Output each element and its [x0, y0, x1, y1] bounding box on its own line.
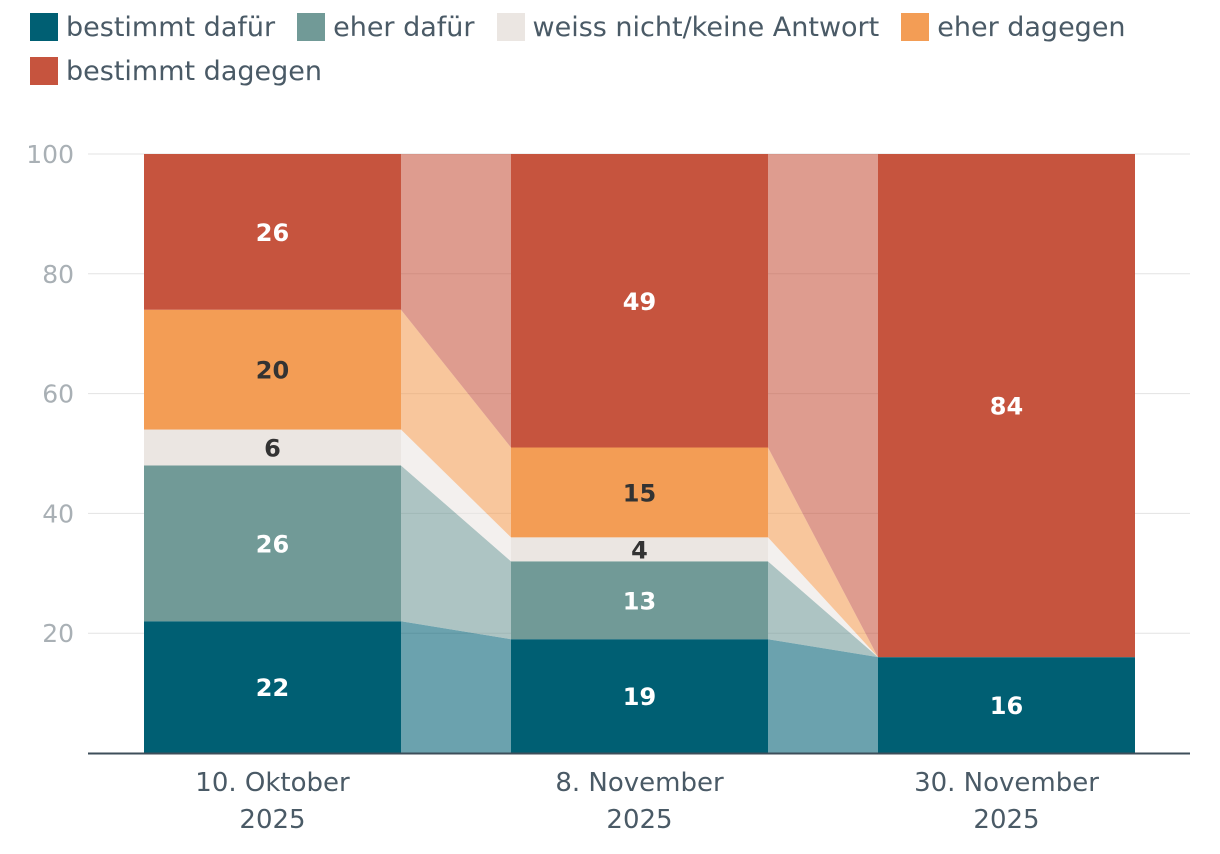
- x-category-label: 30. November: [914, 768, 1099, 798]
- data-label: 22: [256, 674, 289, 702]
- bar-segment[interactable]: [511, 561, 768, 640]
- data-label: 6: [264, 435, 281, 463]
- bar-segment[interactable]: [144, 621, 401, 753]
- data-label: 16: [990, 692, 1023, 720]
- y-tick-label: 20: [42, 619, 74, 648]
- x-category-label: 8. November: [555, 768, 724, 798]
- connector-band: [768, 639, 878, 753]
- bar-segment[interactable]: [144, 465, 401, 622]
- connector-band: [768, 154, 878, 658]
- data-label: 26: [256, 219, 289, 247]
- legend-swatch: [901, 13, 930, 41]
- data-label: 84: [990, 393, 1023, 421]
- data-label: 49: [623, 288, 656, 316]
- bar-segment[interactable]: [511, 447, 768, 538]
- x-category-label: 2025: [239, 805, 305, 835]
- bar-segment[interactable]: [144, 429, 401, 466]
- legend-item[interactable]: bestimmt dafür: [30, 10, 275, 44]
- legend-label: bestimmt dagegen: [66, 55, 322, 87]
- y-tick-label: 60: [42, 380, 74, 409]
- connector-band: [401, 154, 511, 448]
- bar-segment[interactable]: [144, 309, 401, 430]
- y-tick-label: 100: [26, 140, 74, 169]
- legend-label: weiss nicht/keine Antwort: [532, 11, 880, 43]
- bar-segment[interactable]: [511, 639, 768, 753]
- bar-segment[interactable]: [878, 154, 1135, 658]
- x-category-label: 10. Oktober: [195, 768, 350, 798]
- legend-label: eher dagegen: [937, 11, 1126, 43]
- data-label: 15: [623, 479, 656, 507]
- connector-band: [401, 465, 511, 640]
- connector-band: [768, 537, 878, 658]
- y-tick-label: 80: [42, 260, 74, 289]
- legend-swatch: [30, 13, 58, 41]
- bar-segment[interactable]: [511, 154, 768, 448]
- connector-band: [768, 447, 878, 658]
- legend-item[interactable]: eher dagegen: [901, 10, 1126, 44]
- legend-item[interactable]: eher dafür: [297, 10, 475, 44]
- x-category-label: 2025: [973, 805, 1039, 835]
- bar-segment[interactable]: [511, 537, 768, 562]
- legend-swatch: [496, 13, 525, 41]
- connector-band: [401, 621, 511, 753]
- legend-label: bestimmt dafür: [66, 11, 276, 43]
- legend-swatch: [30, 57, 58, 85]
- connector-band: [401, 309, 511, 538]
- legend-item[interactable]: weiss nicht/keine Antwort: [496, 10, 880, 44]
- x-category-label: 2025: [606, 805, 672, 835]
- legend: bestimmt dafür eher dafür weiss nicht/kein…: [30, 10, 1200, 88]
- bar-segment[interactable]: [144, 154, 401, 310]
- legend-item[interactable]: bestimmt dagegen: [30, 54, 322, 88]
- legend-label: eher dafür: [333, 11, 475, 43]
- data-label: 19: [623, 683, 656, 711]
- connector-band: [401, 429, 511, 562]
- data-label: 26: [256, 530, 289, 558]
- y-tick-label: 40: [42, 499, 74, 528]
- legend-swatch: [297, 13, 326, 41]
- data-label: 13: [623, 587, 656, 615]
- data-label: 20: [256, 357, 289, 385]
- bar-segment[interactable]: [878, 657, 1135, 753]
- data-label: 4: [631, 536, 648, 564]
